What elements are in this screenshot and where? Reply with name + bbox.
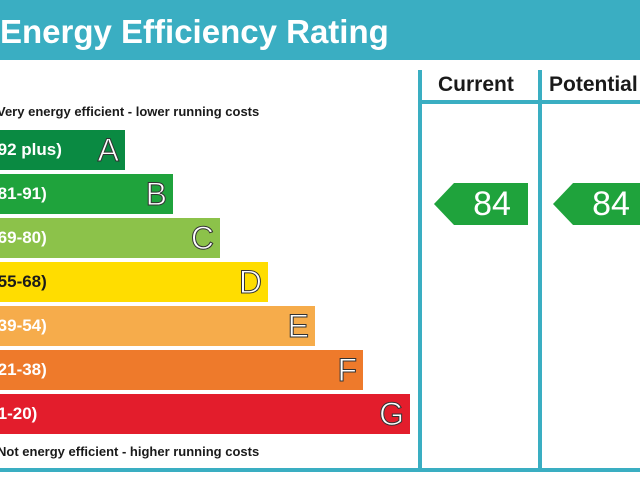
potential-arrow-shape <box>553 183 640 225</box>
potential-column-header: Potential <box>549 73 638 96</box>
potential-rating-value: 84 <box>592 185 630 223</box>
bottom-caption: Not energy efficient - higher running co… <box>0 444 260 459</box>
band-range-label: (81-91) <box>0 184 47 203</box>
chart-title: Energy Efficiency Rating <box>0 13 389 50</box>
band-d: (55-68) D <box>0 262 268 302</box>
band-g: (1-20) G <box>0 394 410 434</box>
band-range-label: (92 plus) <box>0 140 62 159</box>
band-b: (81-91) B <box>0 174 173 214</box>
current-arrow-shape <box>434 183 528 225</box>
band-range-label: (1-20) <box>0 404 38 423</box>
band-range-label: (69-80) <box>0 228 47 247</box>
band-letter: D <box>238 264 262 301</box>
band-range-label: (55-68) <box>0 272 47 291</box>
band-letter: C <box>190 220 214 257</box>
current-rating-value: 84 <box>473 185 511 223</box>
title-bar <box>0 0 640 60</box>
band-letter: A <box>97 132 119 169</box>
potential-rating-arrow: 84 <box>553 183 640 225</box>
band-c: (69-80) C <box>0 218 220 258</box>
current-rating-arrow: 84 <box>434 183 528 225</box>
band-e: (39-54) E <box>0 306 315 346</box>
band-letter: B <box>145 176 167 213</box>
band-range-label: (39-54) <box>0 316 47 335</box>
top-caption: Very energy efficient - lower running co… <box>0 104 260 119</box>
band-letter: F <box>337 352 358 389</box>
band-range-label: (21-38) <box>0 360 47 379</box>
band-letter: G <box>379 396 405 433</box>
frame-header-underline <box>418 100 640 104</box>
frame-left-divider <box>418 70 422 472</box>
band-f: (21-38) F <box>0 350 363 390</box>
frame-bottom-line <box>0 468 640 472</box>
current-column-header: Current <box>438 73 514 96</box>
frame-middle-divider <box>538 70 542 472</box>
band-letter: E <box>287 308 309 345</box>
band-a: (92 plus) A <box>0 130 125 170</box>
